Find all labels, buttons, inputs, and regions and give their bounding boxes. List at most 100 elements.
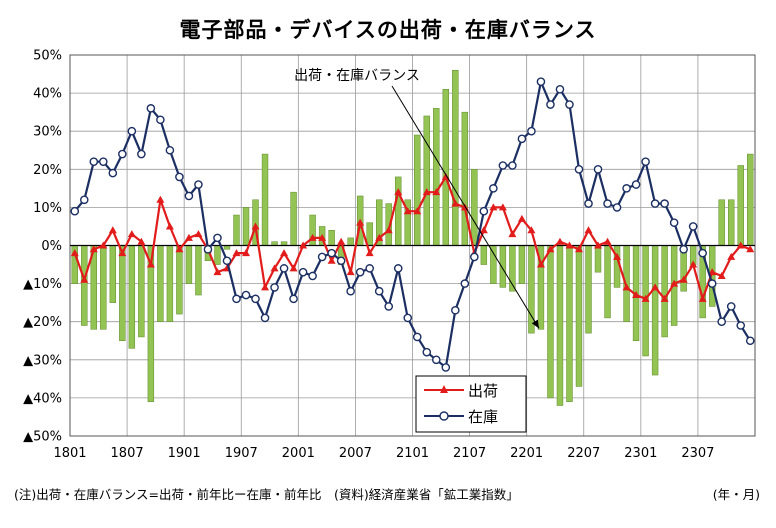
balance-bar (100, 245, 107, 330)
shipment-point (356, 218, 365, 226)
shipment-point (736, 241, 745, 249)
inventory-point (298, 267, 308, 277)
inventory-point (194, 180, 203, 189)
x-tick-label: 2101 (396, 446, 429, 461)
shipment-point (394, 188, 403, 196)
inventory-point (184, 191, 194, 201)
balance-bar (442, 89, 449, 246)
inventory-point (565, 100, 574, 109)
balance-bar (328, 230, 335, 246)
x-tick-labels: 1801 1807 1901 1907 2001 2007 2101 2107 2201 2207… (53, 446, 714, 461)
legend-inventory-marker (439, 411, 449, 421)
shipment-point (337, 237, 346, 245)
balance-bar (461, 111, 469, 246)
shipment-point (242, 249, 251, 257)
legend-inventory-label: 在庫 (468, 408, 498, 426)
shipment-point (70, 249, 79, 257)
shipment-point (156, 195, 165, 203)
shipment-point (432, 188, 441, 196)
inventory-point (127, 126, 137, 136)
inventory-point (365, 264, 374, 273)
y-tick-label: 40% (33, 87, 62, 102)
inventory-point (612, 203, 622, 212)
balance-bar (185, 245, 193, 284)
inventory-point (270, 283, 279, 292)
shipment-point (594, 241, 603, 249)
shipment-point (194, 230, 203, 238)
x-tick-label: 2201 (510, 446, 543, 461)
x-tick-label: 1907 (225, 446, 258, 461)
inventory-point (479, 206, 489, 216)
shipment-point (613, 252, 622, 260)
shipment-point (413, 207, 422, 215)
balance-bar (233, 214, 240, 246)
x-tick-label: 1807 (111, 446, 144, 461)
inventory-point (108, 168, 118, 178)
inventory-point (641, 157, 650, 166)
inventory-point (460, 279, 470, 288)
inventory-point (137, 149, 146, 159)
inventory-point (517, 134, 527, 144)
inventory-point (175, 172, 184, 182)
balance-bar (119, 245, 126, 341)
balance-bar (728, 199, 735, 246)
inventory-point (241, 290, 251, 300)
shipment-point (508, 230, 517, 238)
shipment-point (498, 203, 507, 211)
balance-bar (214, 245, 221, 265)
legend-shipment-marker (440, 385, 448, 393)
annotation-arrow (391, 85, 540, 329)
shipment-point (346, 268, 355, 276)
balance-bar (547, 245, 554, 399)
y-tick-label: ▲30% (23, 353, 62, 368)
shipment-point (698, 294, 707, 302)
inventory-point (431, 355, 441, 365)
shipment-point (517, 214, 526, 222)
inventory-series (70, 77, 755, 372)
shipment-point (622, 283, 631, 291)
shipment-point (108, 226, 117, 234)
balance-bar (604, 245, 611, 319)
shipment-point (746, 245, 755, 253)
shipment-point (299, 241, 308, 249)
inventory-point (355, 267, 365, 277)
inventory-point (736, 321, 746, 330)
shipment-point (670, 279, 679, 287)
inventory-point (279, 264, 289, 273)
inventory-point (536, 77, 546, 86)
legend-shipment-label: 出荷 (468, 382, 498, 400)
shipment-point (80, 275, 89, 283)
balance-bar (575, 245, 583, 387)
shipment-series (70, 172, 755, 302)
inventory-point (745, 336, 755, 346)
balance-bars (71, 69, 754, 406)
inventory-point (222, 256, 232, 266)
balance-bar (651, 245, 659, 376)
shipment-point (717, 271, 726, 279)
x-tick-label: 2301 (624, 446, 657, 461)
balance-bar (414, 134, 421, 246)
x-tick-label: 2207 (567, 446, 600, 461)
inventory-point (317, 252, 327, 262)
inventory-point (707, 279, 717, 288)
shipment-point (137, 237, 146, 245)
balance-bar (195, 245, 202, 296)
y-tick-labels: 50% 40% 30% 20% 10% 0% ▲10% ▲20% ▲30% ▲40% ▲50% (23, 49, 62, 445)
inventory-point (260, 313, 270, 323)
legend: 出荷 在庫 (415, 375, 527, 433)
inventory-point (717, 317, 727, 327)
x-tick-label: 2007 (339, 446, 372, 461)
inventory-point (593, 164, 603, 174)
shipment-point (451, 199, 460, 207)
balance-bar (471, 169, 478, 246)
shipment-point (651, 283, 660, 291)
shipment-point (727, 252, 736, 260)
shipment-point (118, 249, 127, 257)
balance-bar (594, 245, 602, 273)
shipment-point (574, 245, 583, 253)
inventory-point (660, 199, 669, 208)
inventory-point (489, 184, 498, 193)
balance-bar (490, 245, 497, 284)
shipment-point (127, 230, 136, 238)
balance-bar (499, 245, 507, 288)
